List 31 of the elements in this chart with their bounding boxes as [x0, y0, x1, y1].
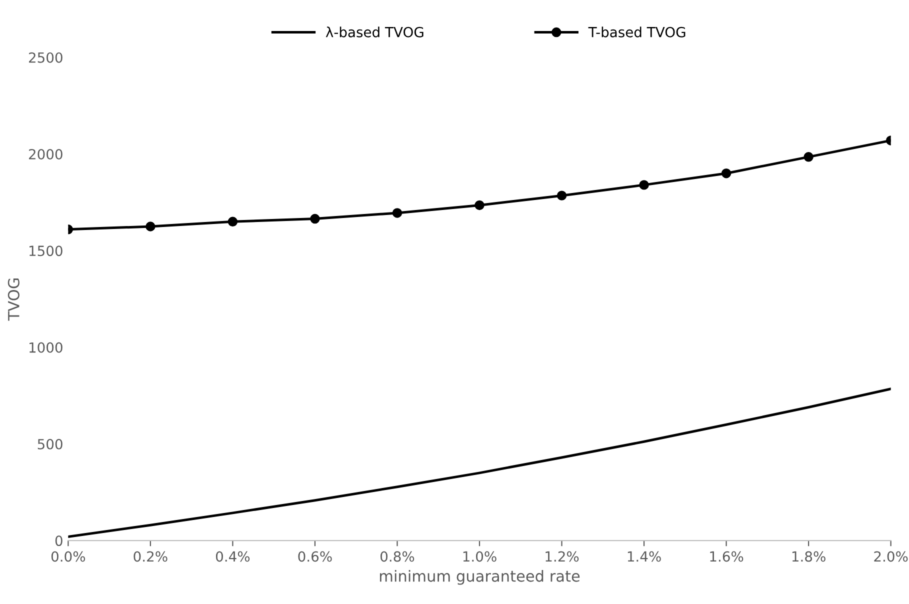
x-tick-label: 0.6%: [298, 551, 332, 562]
y-tick-label: 1000: [29, 342, 62, 353]
x-tick-label: 0.2%: [134, 551, 168, 562]
legend-label: T-based TVOG: [588, 26, 686, 38]
x-tick-label: 1.8%: [792, 551, 826, 562]
y-axis-title: TVOG: [8, 278, 20, 321]
y-tick-label: 2500: [28, 52, 62, 63]
y-tick-label: 2000: [28, 148, 62, 160]
x-tick-label: 1.0%: [463, 551, 496, 562]
x-tick-label: 1.4%: [628, 551, 661, 562]
line-series: [68, 388, 891, 538]
x-tick-label: 0.4%: [216, 551, 250, 562]
point: [556, 190, 567, 200]
point: [804, 152, 814, 162]
x-axis-title: minimum guaranteed rate: [380, 570, 580, 585]
x-tick-label: 0.0%: [51, 551, 86, 562]
x-tick-label: 1.2%: [546, 551, 579, 562]
point: [310, 214, 320, 224]
y-tick-label: 1500: [29, 246, 62, 256]
point: [474, 200, 484, 210]
point: [721, 168, 732, 178]
point: [392, 208, 402, 218]
y-tick-label: 500: [38, 438, 62, 450]
point: [228, 216, 238, 227]
legend-label: λ-based TVOG: [326, 26, 424, 38]
x-tick-label: 0.8%: [380, 551, 414, 562]
y-tick-label: 0: [55, 536, 62, 546]
x-tick-label: 1.6%: [710, 551, 744, 562]
point: [146, 222, 156, 232]
x-tick-label: 2.0%: [874, 551, 908, 562]
point: [639, 180, 649, 190]
